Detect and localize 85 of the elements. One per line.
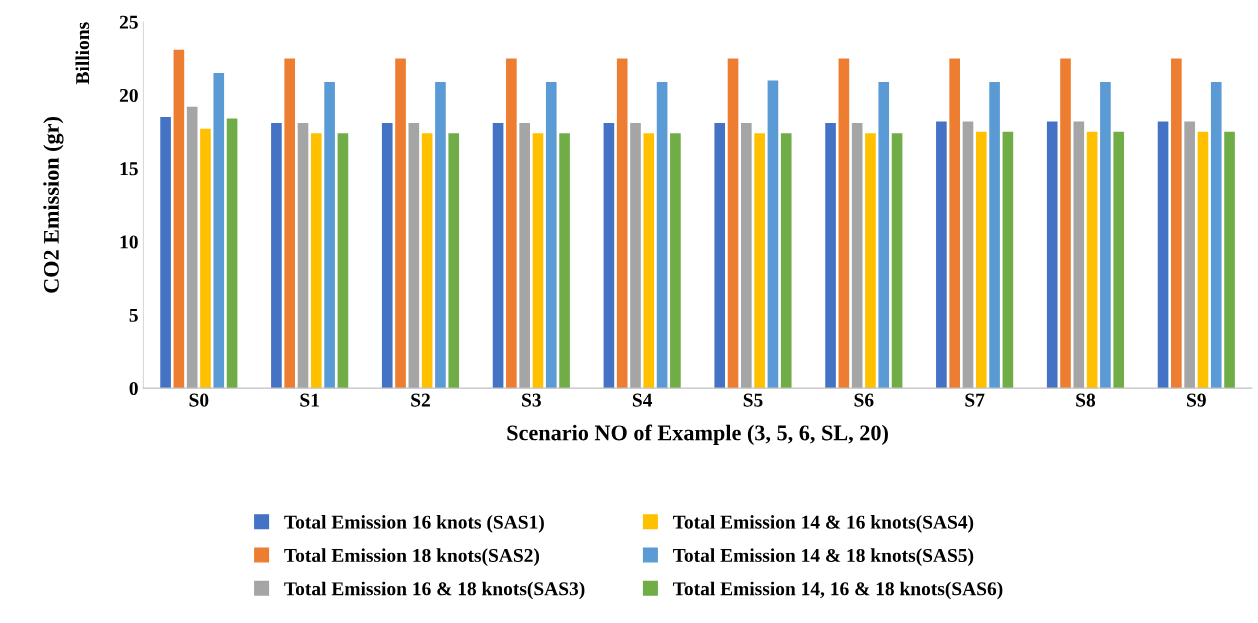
bar [714, 122, 726, 389]
bar [643, 133, 655, 389]
bar [297, 122, 309, 389]
y-axis-title: CO2 Emission (gr) [43, 117, 64, 293]
bar [271, 122, 282, 389]
bar [226, 118, 238, 389]
bar [213, 73, 225, 389]
bar [435, 81, 446, 389]
bar [838, 58, 850, 389]
x-tick-label: S3 [522, 393, 541, 407]
bar [1197, 131, 1209, 389]
bar [506, 58, 517, 389]
bar [936, 121, 947, 389]
x-tick-label: S5 [743, 393, 763, 407]
y-tick-label: 5 [129, 308, 138, 322]
bar [975, 131, 987, 389]
x-tick-label: S1 [300, 393, 319, 407]
bar [603, 122, 615, 389]
bar [532, 133, 544, 389]
bar [545, 81, 557, 389]
text: Billions [75, 22, 90, 85]
bar [173, 49, 185, 389]
bar [1224, 131, 1235, 389]
bar [408, 122, 420, 389]
y-tick-label: 15 [120, 162, 138, 176]
bar [448, 133, 460, 389]
bar [1100, 81, 1111, 389]
bar [1157, 121, 1169, 389]
y-tick-label: 10 [120, 235, 138, 249]
legend-label: Total Emission 16 & 18 knots(SAS3) [284, 581, 585, 600]
bar [310, 133, 322, 389]
bar [891, 133, 903, 389]
bar [1113, 131, 1125, 389]
legend-label: Total Emission 14, 16 & 18 knots(SAS6) [673, 581, 1003, 600]
bar [1086, 131, 1098, 389]
x-tick-label: S6 [854, 393, 874, 407]
y-tick-label: 20 [119, 88, 138, 103]
x-tick-label: S7 [965, 393, 985, 407]
bar [780, 133, 792, 389]
bar [1210, 81, 1222, 389]
x-tick-label: S9 [1187, 393, 1206, 407]
legend-label: Total Emission 14 & 18 knots(SAS5) [673, 548, 974, 566]
y-tick-label: 0 [129, 381, 138, 396]
bar [1060, 58, 1071, 389]
bar [825, 122, 836, 389]
bar [962, 121, 974, 389]
bar [727, 58, 739, 389]
y-tick-label: 25 [119, 15, 138, 29]
bar [284, 58, 296, 389]
bar [616, 58, 628, 389]
bar [559, 133, 570, 389]
legend-label: Total Emission 14 & 16 knots(SAS4) [673, 515, 974, 533]
x-tick-label: S0 [189, 393, 209, 407]
bar [381, 122, 393, 389]
bar [989, 81, 1000, 389]
bar [1073, 121, 1085, 389]
bar [851, 122, 863, 389]
bar [160, 117, 171, 389]
bar [421, 133, 433, 389]
x-tick-label: S4 [632, 393, 653, 407]
bar [1171, 58, 1182, 389]
bar [1046, 121, 1058, 389]
bar [492, 122, 504, 389]
bar [1184, 121, 1195, 389]
x-tick-label: S2 [411, 393, 430, 407]
bar [324, 81, 335, 389]
x-axis-title: Scenario NO of Example (3, 5, 6, SL, 20) [507, 424, 888, 445]
bar [1002, 131, 1014, 389]
bar [630, 122, 641, 389]
bar [186, 106, 198, 389]
bar [519, 122, 530, 389]
bar [754, 133, 765, 389]
bar [395, 58, 406, 389]
x-tick-label: S8 [1076, 393, 1096, 407]
bar [200, 128, 211, 389]
bar [337, 133, 349, 389]
bar [865, 133, 876, 389]
bar [670, 133, 681, 389]
bar [741, 122, 752, 389]
legend-label: Total Emission 16 knots (SAS1) [284, 515, 544, 533]
legend-label: Total Emission 18 knots(SAS2) [284, 548, 540, 566]
bar [656, 81, 668, 389]
bar [878, 81, 890, 389]
bar [767, 80, 779, 389]
bar [949, 58, 961, 389]
